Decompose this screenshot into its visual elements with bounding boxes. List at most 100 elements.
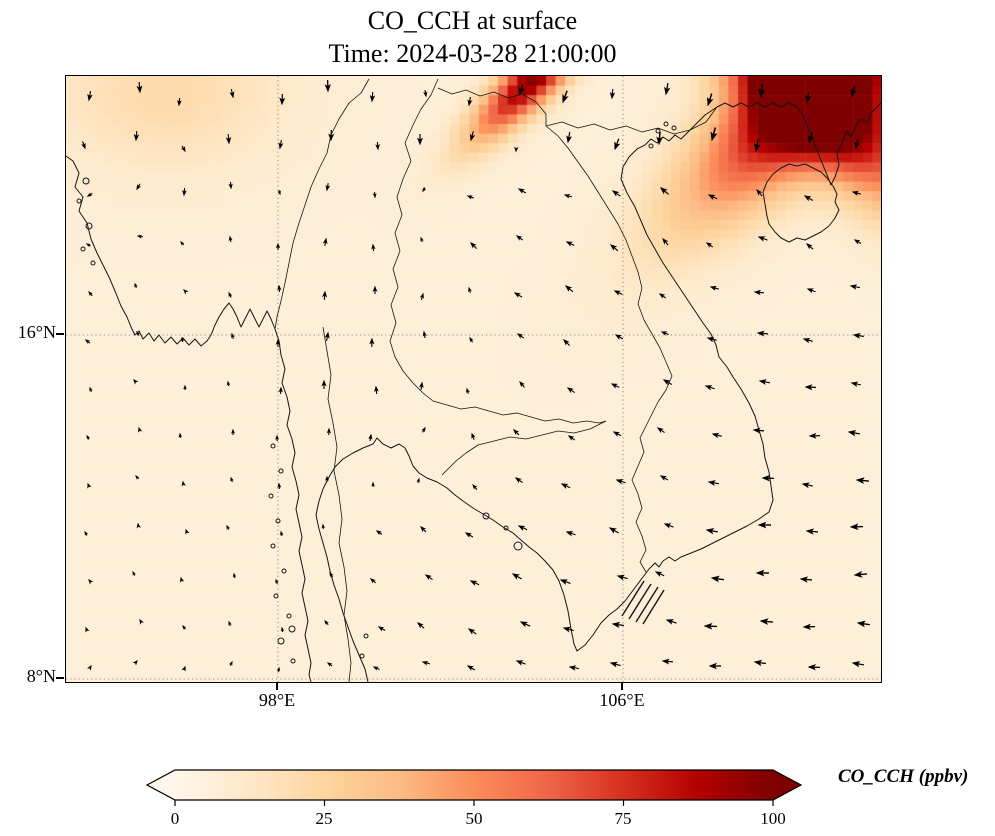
wind-arrow — [421, 660, 430, 666]
wind-arrow — [705, 242, 714, 248]
wind-arrow — [328, 129, 335, 142]
wind-arrow — [375, 141, 380, 151]
wind-arrow — [851, 661, 864, 668]
wind-arrow — [423, 89, 428, 98]
border-thailand-cambodia — [441, 420, 607, 476]
wind-arrow — [808, 432, 821, 439]
wind-arrow — [710, 575, 724, 583]
wind-arrow — [470, 242, 478, 250]
wind-arrow — [276, 666, 281, 673]
border-myanmar-thailand — [274, 78, 370, 330]
wind-arrow — [422, 330, 427, 339]
wind-arrow — [511, 573, 522, 580]
wind-arrow — [665, 619, 677, 625]
wind-arrow — [613, 290, 623, 296]
wind-arrow — [614, 334, 624, 340]
wind-arrow — [185, 528, 190, 535]
wind-arrow — [515, 660, 526, 666]
wind-arrow — [567, 435, 576, 441]
wind-arrow — [704, 385, 715, 391]
wind-arrow — [371, 243, 376, 252]
wind-arrow — [706, 336, 717, 343]
wind-arrow — [181, 480, 186, 487]
small-island — [648, 143, 654, 149]
wind-arrow — [611, 621, 624, 629]
wind-arrow — [661, 658, 674, 665]
wind-arrow — [853, 239, 862, 245]
wind-arrow — [228, 620, 232, 626]
wind-arrow — [86, 192, 93, 197]
xtick-label-98e: 98°E — [258, 690, 296, 710]
wind-arrow — [610, 383, 620, 389]
colorbar-gradient-bar — [145, 769, 803, 801]
wind-arrow — [225, 133, 232, 145]
wind-arrow — [513, 292, 523, 298]
small-island — [275, 518, 281, 524]
wind-arrow — [856, 620, 870, 628]
wind-arrow — [325, 183, 331, 192]
wind-arrow — [371, 481, 375, 488]
wind-arrow — [277, 482, 282, 490]
wind-arrow — [325, 475, 329, 482]
colorbar-tick-label-100: 100 — [760, 809, 786, 828]
colorbar-title: CO_CCH (ppbv) — [838, 766, 969, 787]
wind-arrow — [136, 183, 142, 191]
wind-arrow — [519, 380, 525, 388]
wind-arrow — [472, 483, 478, 490]
colorbar-tick-label-75: 75 — [614, 809, 632, 828]
wind-arrow — [756, 330, 769, 337]
wind-arrow — [803, 195, 814, 202]
wind-arrow — [275, 434, 280, 442]
wind-arrow — [514, 477, 523, 484]
wind-arrow — [656, 131, 664, 146]
wind-arrow — [424, 574, 433, 581]
wind-arrow — [369, 578, 376, 584]
wind-arrow — [805, 243, 814, 250]
small-island — [90, 260, 96, 266]
wind-arrows-layer — [81, 79, 870, 673]
wind-arrow — [560, 483, 571, 490]
wind-arrow — [375, 530, 383, 536]
wind-arrow — [180, 145, 186, 153]
small-island — [277, 637, 285, 645]
wind-arrow — [757, 236, 768, 242]
wind-arrow — [372, 666, 380, 671]
wind-arrow — [705, 528, 718, 535]
small-island — [273, 593, 279, 599]
country-borders — [274, 78, 718, 682]
wind-arrow — [711, 432, 722, 439]
small-island — [268, 493, 274, 499]
wind-arrow — [612, 431, 622, 437]
mekong-delta-channels — [621, 580, 665, 625]
wind-arrow — [850, 85, 857, 98]
small-island — [85, 222, 93, 230]
wind-arrow — [417, 134, 423, 146]
wind-arrow — [608, 527, 619, 534]
wind-arrow — [420, 526, 427, 533]
wind-arrow — [278, 386, 283, 395]
wind-arrow — [136, 81, 143, 94]
coastline-west-myanmar-peninsula — [66, 155, 312, 682]
wind-arrow — [562, 90, 569, 104]
figure-title: CO_CCH at surface — [367, 6, 578, 35]
wind-arrow — [755, 569, 769, 577]
small-island — [482, 512, 490, 520]
wind-arrow — [563, 193, 572, 199]
wind-arrow — [87, 664, 92, 671]
wind-arrow — [133, 130, 140, 142]
wind-arrow — [229, 89, 235, 99]
wind-arrow — [377, 626, 386, 632]
wind-arrow — [469, 336, 474, 343]
wind-arrow — [416, 622, 425, 629]
gridlines — [66, 76, 881, 682]
wind-arrow — [660, 331, 669, 336]
wind-arrow — [136, 234, 144, 239]
ytick-mark-16n — [56, 333, 64, 335]
wind-arrow — [756, 188, 763, 197]
wind-arrow — [133, 378, 139, 385]
wind-arrow — [89, 386, 93, 392]
small-island — [286, 613, 292, 619]
wind-arrow — [659, 187, 670, 195]
wind-arrow — [231, 332, 235, 339]
